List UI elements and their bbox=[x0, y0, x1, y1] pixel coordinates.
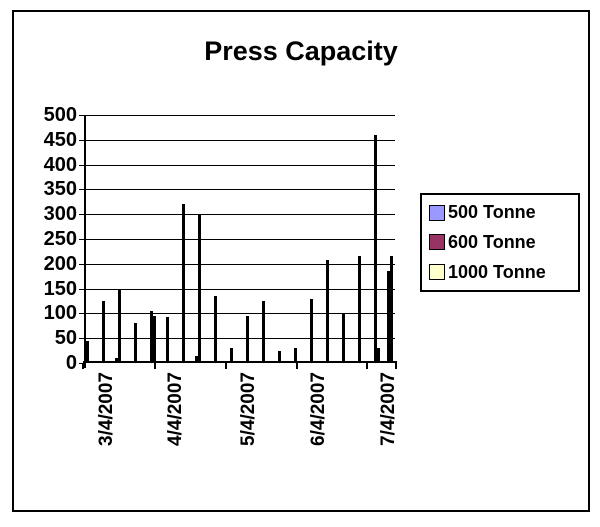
y-axis-tick bbox=[79, 363, 84, 364]
y-axis-tick-label: 150 bbox=[43, 278, 77, 300]
y-axis-tick-label: 500 bbox=[43, 104, 77, 126]
y-axis-tick bbox=[79, 338, 84, 339]
y-axis-tick-label: 50 bbox=[54, 327, 77, 349]
bar[interactable] bbox=[326, 260, 329, 363]
x-axis-tick bbox=[366, 363, 368, 369]
y-axis-tick bbox=[79, 165, 84, 166]
legend-label: 500 Tonne bbox=[448, 202, 536, 223]
gridline bbox=[86, 338, 395, 339]
y-axis-tick-label: 300 bbox=[43, 203, 77, 225]
bar[interactable] bbox=[118, 290, 121, 363]
bar[interactable] bbox=[374, 135, 377, 363]
gridline bbox=[86, 264, 395, 265]
bar[interactable] bbox=[387, 271, 390, 363]
bar[interactable] bbox=[102, 301, 105, 363]
x-axis-tick bbox=[154, 363, 156, 369]
legend-swatch-icon bbox=[429, 204, 445, 221]
legend-item[interactable]: 600 Tonne bbox=[429, 229, 576, 256]
y-axis-tick bbox=[79, 189, 84, 190]
x-axis-tick bbox=[225, 363, 227, 369]
y-axis-tick bbox=[79, 214, 84, 215]
bar[interactable] bbox=[115, 358, 118, 363]
legend-label: 1000 Tonne bbox=[448, 261, 546, 282]
x-axis-line bbox=[83, 361, 397, 363]
plot-area: 500 450 400 350 300 250 200 150 100 50 0 3/4/2007 4/… bbox=[44, 105, 399, 446]
y-axis-tick-label: 400 bbox=[43, 154, 77, 176]
y-axis-tick-label: 100 bbox=[43, 302, 77, 324]
y-axis-tick bbox=[79, 264, 84, 265]
gridline bbox=[86, 214, 395, 215]
x-axis-tick bbox=[395, 363, 397, 369]
bar[interactable] bbox=[86, 341, 89, 363]
gridline bbox=[86, 239, 395, 240]
gridline bbox=[86, 140, 395, 141]
bar[interactable] bbox=[342, 313, 345, 363]
bar[interactable] bbox=[390, 256, 393, 363]
bar[interactable] bbox=[198, 214, 201, 363]
bar[interactable] bbox=[153, 316, 156, 363]
y-axis-tick bbox=[79, 313, 84, 314]
legend-item[interactable]: 1000 Tonne bbox=[429, 259, 576, 286]
bar[interactable] bbox=[278, 351, 281, 363]
y-axis-tick bbox=[79, 140, 84, 141]
bar[interactable] bbox=[310, 299, 313, 363]
y-axis-tick-label: 350 bbox=[43, 178, 77, 200]
legend-item[interactable]: 500 Tonne bbox=[429, 199, 576, 226]
gridline bbox=[86, 115, 395, 116]
x-axis-date-label: 5/4/2007 bbox=[238, 372, 259, 446]
gridline bbox=[86, 313, 395, 314]
bar[interactable] bbox=[166, 317, 169, 363]
legend-swatch-icon bbox=[429, 264, 445, 281]
y-axis-tick-label: 250 bbox=[43, 228, 77, 250]
y-axis-tick-label: 0 bbox=[65, 352, 77, 374]
bar[interactable] bbox=[377, 348, 380, 363]
x-axis-date-label: 6/4/2007 bbox=[308, 372, 329, 446]
y-axis-tick bbox=[79, 239, 84, 240]
bar[interactable] bbox=[150, 311, 153, 363]
bar[interactable] bbox=[262, 301, 265, 363]
legend-swatch-icon bbox=[429, 234, 445, 251]
y-axis-tick-label: 450 bbox=[43, 129, 77, 151]
chart-frame: Press Capacity 500 450 400 350 300 250 200 150 1… bbox=[12, 10, 590, 512]
y-axis-tick bbox=[79, 115, 84, 116]
x-axis-date-label: 3/4/2007 bbox=[96, 372, 117, 446]
x-axis-tick bbox=[296, 363, 298, 369]
legend[interactable]: 500 Tonne 600 Tonne 1000 Tonne bbox=[420, 193, 580, 292]
chart-title[interactable]: Press Capacity bbox=[204, 36, 398, 66]
bar[interactable] bbox=[230, 348, 233, 363]
bar[interactable] bbox=[294, 348, 297, 363]
gridline bbox=[86, 165, 395, 166]
legend-label: 600 Tonne bbox=[448, 231, 536, 252]
bar[interactable] bbox=[195, 356, 198, 363]
x-axis-date-label: 7/4/2007 bbox=[378, 372, 399, 446]
y-axis-tick bbox=[79, 289, 84, 290]
y-axis-line bbox=[84, 115, 86, 368]
bar[interactable] bbox=[134, 323, 137, 363]
x-axis-date-label: 4/4/2007 bbox=[165, 372, 186, 446]
gridline bbox=[86, 289, 395, 290]
gridline bbox=[86, 189, 395, 190]
x-axis-tick bbox=[82, 363, 84, 369]
bar[interactable] bbox=[358, 256, 361, 363]
y-axis-tick-label: 200 bbox=[43, 253, 77, 275]
bar[interactable] bbox=[214, 296, 217, 363]
bar[interactable] bbox=[246, 316, 249, 363]
bar[interactable] bbox=[182, 204, 185, 363]
